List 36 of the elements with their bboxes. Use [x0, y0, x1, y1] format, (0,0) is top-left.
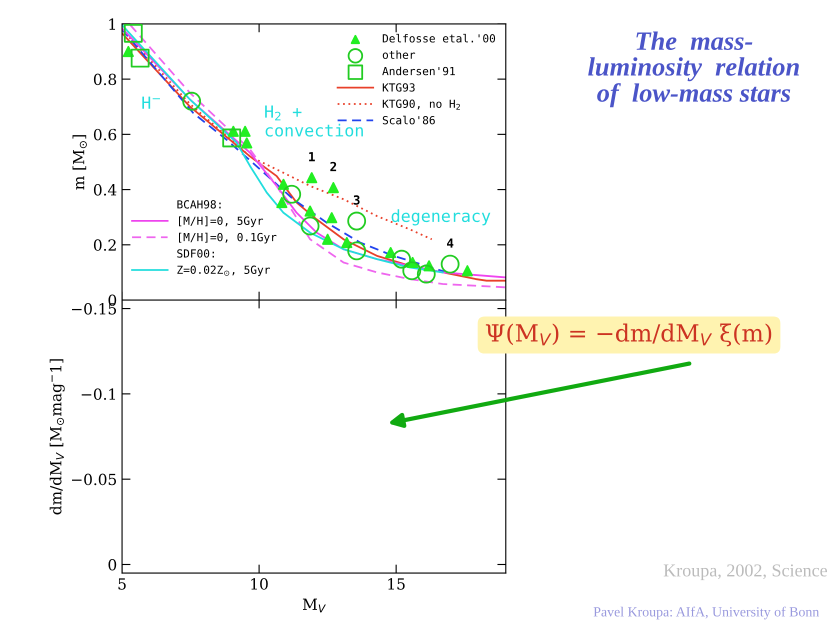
y-tick-label: −0.1: [82, 388, 116, 400]
text: Kroupa, 2002, Science: [664, 564, 828, 580]
legend-label: KTG90, no H$_{2}$: [382, 100, 460, 110]
annotation: SDF00:: [177, 249, 214, 258]
annotation: BCAH98:: [177, 200, 221, 209]
y-tick-label: −0.05: [72, 474, 116, 486]
annotation: H$^{−}$: [142, 96, 160, 109]
annotation: degeneracy: [392, 209, 490, 226]
text: Pavel Kroupa: AIfA, University of Bonn: [594, 606, 820, 620]
legend-label: KTG93: [382, 83, 415, 92]
y-tick-label: 0.6: [94, 128, 116, 140]
legend-label: Andersen'91: [382, 66, 455, 76]
y-tick-label: 0.4: [94, 184, 116, 196]
legend-label: Delfosse etal.'00: [382, 34, 496, 43]
legend-label: other: [382, 50, 416, 59]
x-axis-title: M$_{V}$: [302, 598, 326, 612]
legend-label: Scalo'86: [382, 116, 435, 124]
text: The mass- luminosity relation of low-mass stars: [588, 31, 799, 108]
x-tick-label: 10: [251, 578, 268, 590]
annotation: 1: [309, 152, 315, 162]
y-axis-title: m [M$_{⊙}$]: [72, 135, 87, 190]
annotation: 2: [330, 162, 336, 172]
y-tick-label: 0.2: [94, 239, 116, 251]
y-tick-label: 1: [109, 18, 116, 30]
legend-label: [M/H]=0, 0.1Gyr: [179, 232, 276, 244]
annotation: 4: [447, 238, 454, 248]
legend-label: Z=0.02Z$_{⊙}$, 5Gyr: [177, 266, 270, 276]
annotation: H$_{2}$ + convection: [265, 105, 363, 137]
legend-label: [M/H]=0, 5Gyr: [179, 216, 264, 228]
y-tick-label: 0.8: [94, 74, 116, 86]
annotation: Ψ(M$_{V}$) = −dm/dM$_{V}$ ξ(m): [486, 324, 772, 346]
y-tick-label: 0: [108, 558, 116, 571]
y-axis-title: dm/dM$_{V}$ [M$_{⊙}$mag$^{−}$1]: [50, 359, 65, 514]
x-tick-label: 15: [388, 578, 405, 590]
annotation: 3: [354, 195, 360, 205]
x-tick-label: 5: [118, 578, 126, 590]
